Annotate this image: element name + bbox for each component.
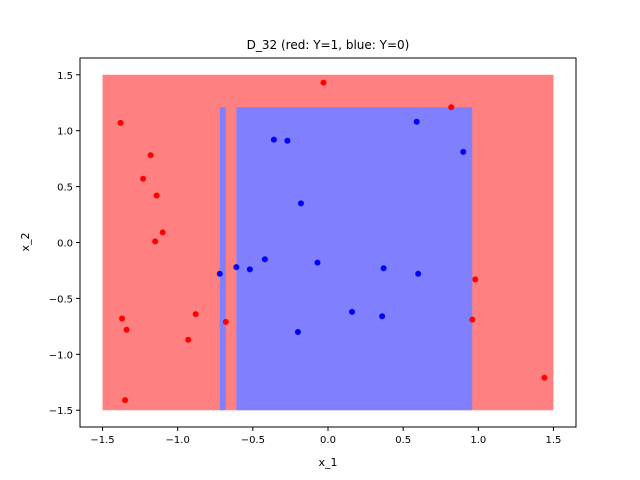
x-tick-label: 0.5: [395, 435, 411, 446]
plot-area: [102, 74, 554, 411]
x-tick-label: 1.0: [470, 435, 486, 446]
y-axis-label: x_2: [19, 232, 32, 251]
decision-region-blue-1: [219, 107, 226, 411]
data-point-blue-2: [297, 200, 304, 207]
data-point-red-3: [153, 192, 160, 199]
x-tick-label: 0.0: [320, 435, 336, 446]
y-tick-label: −0.5: [49, 294, 73, 305]
data-point-blue-11: [415, 270, 422, 277]
data-point-blue-7: [246, 266, 253, 273]
x-tick-label: −1.5: [90, 435, 114, 446]
y-tick-label: −1.5: [49, 406, 73, 417]
data-point-blue-5: [216, 270, 223, 277]
data-point-red-2: [140, 175, 147, 182]
y-tick-label: 1.5: [57, 71, 73, 82]
data-point-blue-6: [233, 264, 240, 271]
data-point-red-0: [117, 119, 124, 126]
y-tick-label: 1.0: [57, 127, 73, 138]
data-point-blue-3: [413, 118, 420, 125]
x-tick-label: 1.5: [546, 435, 562, 446]
data-point-red-10: [192, 311, 199, 318]
data-point-blue-13: [349, 308, 356, 315]
y-tick-label: 0.0: [57, 239, 73, 250]
data-point-red-12: [222, 318, 229, 325]
data-point-blue-10: [380, 265, 387, 272]
data-point-red-13: [122, 397, 129, 404]
y-tick-label: 0.5: [57, 183, 73, 194]
data-point-red-4: [159, 229, 166, 236]
data-point-blue-14: [379, 313, 386, 320]
data-point-red-14: [472, 276, 479, 283]
data-point-red-8: [119, 315, 126, 322]
data-point-red-15: [469, 316, 476, 323]
data-point-blue-0: [270, 136, 277, 143]
x-tick-label: −0.5: [241, 435, 265, 446]
x-tick-label: −1.0: [166, 435, 190, 446]
chart-title: D_32 (red: Y=1, blue: Y=0): [247, 38, 410, 52]
x-axis-label: x_1: [318, 456, 337, 469]
axis-ticks: −1.5 −1.0 −0.5 0.0 0.5 1.0 1.5 −1.5 −1.0 −0.5 0.0 0…: [49, 71, 562, 446]
data-point-blue-12: [294, 328, 301, 335]
data-point-blue-8: [261, 256, 268, 263]
decision-region-blue-2: [236, 107, 473, 411]
data-point-red-7: [448, 104, 455, 111]
y-tick-label: −1.0: [49, 350, 73, 361]
data-point-red-9: [123, 326, 130, 333]
data-point-red-16: [541, 374, 548, 381]
data-point-red-6: [320, 79, 327, 86]
data-point-blue-9: [314, 259, 321, 266]
data-point-blue-1: [284, 137, 291, 144]
data-point-red-11: [185, 336, 192, 343]
data-point-red-5: [152, 238, 159, 245]
data-point-blue-4: [460, 148, 467, 155]
data-point-red-1: [147, 152, 154, 159]
